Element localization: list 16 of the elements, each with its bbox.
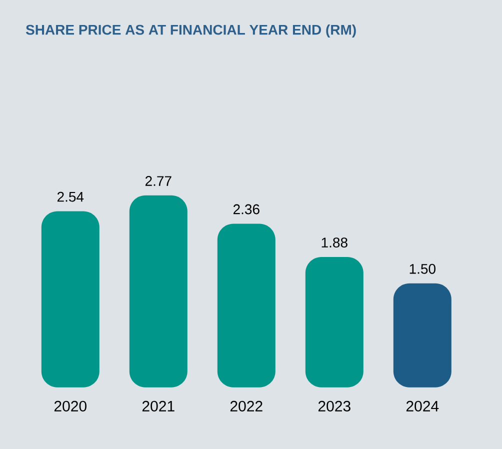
x-tick-label: 2022 [230, 400, 262, 412]
bar [129, 195, 188, 388]
data-label: 1.88 [322, 238, 348, 248]
bar [393, 283, 452, 388]
bar [305, 257, 364, 388]
data-label: 2.36 [233, 204, 260, 214]
x-tick-label: 2024 [406, 400, 439, 412]
x-tick-label: 2021 [142, 400, 174, 412]
data-label: 2.77 [145, 176, 172, 186]
bar [41, 211, 100, 388]
chart-title: SHARE PRICE AS AT FINANCIAL YEAR END (RM) [26, 24, 356, 38]
x-tick-label: 2020 [54, 400, 86, 412]
x-tick-label: 2023 [318, 400, 350, 412]
bar [217, 224, 276, 388]
data-label: 1.50 [410, 264, 436, 274]
data-label: 2.54 [57, 192, 84, 202]
